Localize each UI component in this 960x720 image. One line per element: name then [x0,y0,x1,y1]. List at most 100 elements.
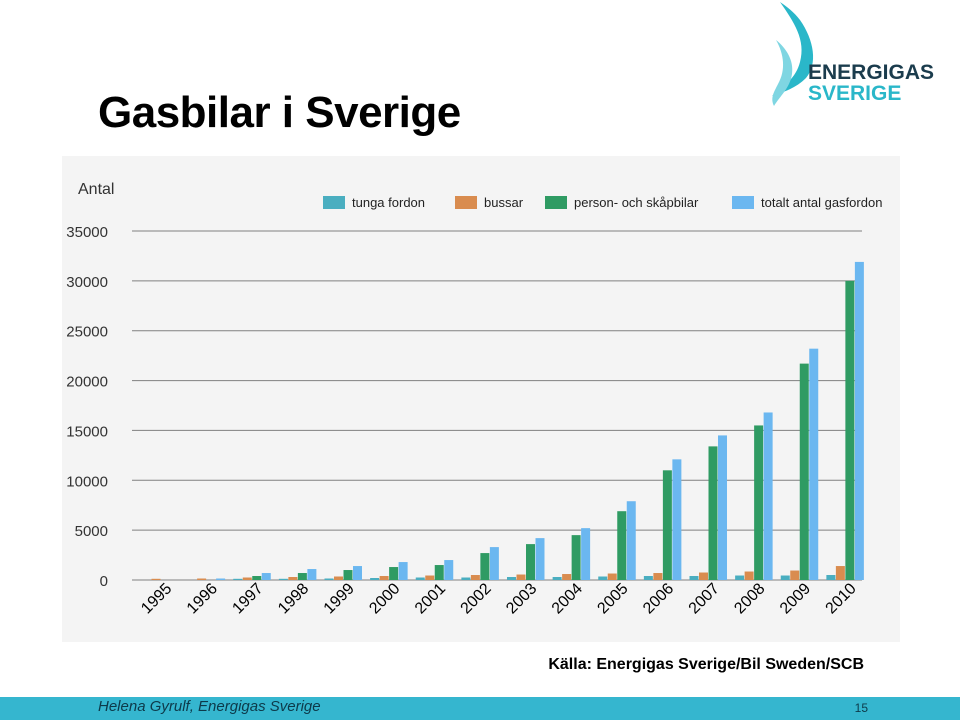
y-tick-label: 5000 [75,523,108,540]
x-tick-label: 2009 [777,580,814,617]
x-tick-label: 2006 [640,580,677,617]
bar [197,578,207,580]
x-tick-labels: 1995 1996 1997 1998 1999 2000 2001 2002 2003 2004… [138,580,860,617]
bar [261,573,271,580]
x-tick-label: 1997 [229,580,266,617]
x-tick-label: 2004 [549,580,586,617]
bar [489,547,499,580]
bar [216,578,226,580]
bar [598,576,608,580]
bar [343,570,353,580]
bars [151,261,864,580]
bar [334,576,343,580]
bar [835,566,845,580]
bar [434,565,444,580]
bar [252,576,262,580]
logo-flame-shape [772,2,814,96]
bar [242,577,252,580]
bar-chart: Antal 0 5000 10000 15000 20000 25000 30000 3500… [66,181,882,617]
source-note: Källa: Energigas Sverige/Bil Sweden/SCB [548,656,864,673]
bar [763,412,773,580]
legend-swatch [732,196,754,209]
y-tick-label: 30000 [66,274,108,291]
footer-bar: Helena Gyrulf, Energigas Sverige 15 [0,697,960,720]
bar [415,577,425,580]
bar [389,567,399,580]
legend-swatch [455,196,477,209]
y-tick-label: 10000 [66,473,108,490]
bar [643,576,653,580]
bar [653,573,663,580]
bar [425,575,435,580]
bar [151,578,161,580]
bar [672,459,682,580]
y-tick-label: 20000 [66,374,108,391]
legend-label: totalt antal gasfordon [761,195,882,210]
y-axis-label: Antal [78,181,114,198]
bar [444,560,454,580]
bar [470,575,480,580]
x-tick-label: 2008 [731,580,768,617]
y-tick-label: 0 [100,573,108,590]
bar [809,348,819,580]
x-tick-label: 2005 [594,580,631,617]
legend: tunga fordon bussar person- och skåpbilar t… [323,195,882,210]
logo-flame-inner [772,40,793,106]
logo-text-line2: SVERIGE [808,82,901,105]
bar [526,544,535,580]
chart-panel: Antal 0 5000 10000 15000 20000 25000 30000 3500… [62,156,900,642]
x-tick-label: 1996 [184,580,221,617]
bar [516,574,526,580]
energigas-logo: ENERGIGAS SVERIGE [772,2,934,106]
bar [662,470,672,580]
bar [278,578,288,580]
bar [480,553,490,580]
bar [754,425,764,580]
bar [370,578,380,580]
bar [288,577,298,580]
bar [535,538,545,580]
bar [826,575,836,580]
bar [799,363,809,580]
bar [562,574,572,580]
y-tick-label: 15000 [66,423,108,440]
y-tick-label: 35000 [66,224,108,241]
bar [552,577,562,580]
bar [297,573,307,580]
bar [607,573,617,580]
x-tick-label: 1998 [275,580,312,617]
bar [708,446,718,580]
legend-swatch [545,196,567,209]
x-tick-label: 2001 [412,580,449,617]
bar [854,261,864,580]
bar [461,577,471,580]
bar [307,569,317,580]
legend-label: person- och skåpbilar [574,195,699,210]
bar [379,576,389,580]
x-tick-label: 2007 [686,580,723,617]
x-tick-label: 1999 [321,580,358,617]
bar [571,535,581,580]
slide-title: Gasbilar i Sverige [98,88,461,137]
page-number: 15 [854,701,868,715]
bar [324,578,334,580]
bar [581,528,591,580]
bar [233,578,243,580]
y-tick-labels: 0 5000 10000 15000 20000 25000 30000 35000 [66,224,108,590]
legend-swatch [323,196,345,209]
bar [626,501,636,580]
legend-label: tunga fordon [352,195,425,210]
bar [507,577,516,580]
bar [353,566,362,580]
bar [780,575,790,580]
bar [699,572,708,580]
y-tick-label: 25000 [66,324,108,341]
bar [744,571,754,580]
x-tick-label: 1995 [138,580,175,617]
x-tick-label: 2003 [503,580,540,617]
bar [718,435,727,580]
x-tick-label: 2002 [458,580,495,617]
x-tick-label: 2010 [823,580,860,617]
bar [617,511,627,580]
bar [398,562,408,580]
